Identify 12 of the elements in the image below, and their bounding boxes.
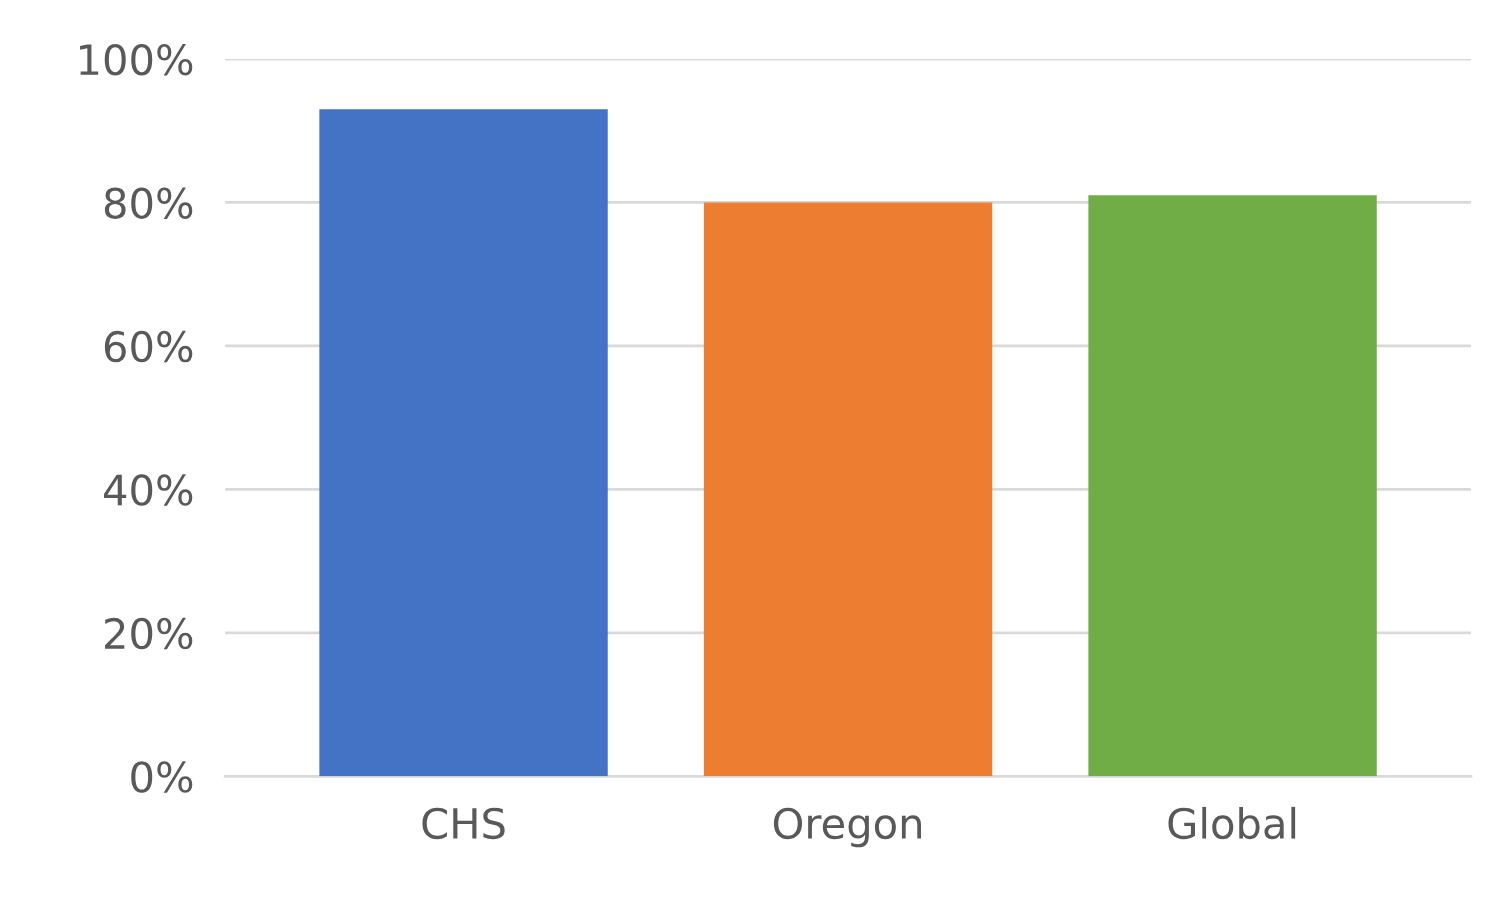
x-tick-label: Oregon xyxy=(773,807,922,848)
bar xyxy=(1088,195,1377,777)
y-tick-label: 100% xyxy=(80,43,193,76)
x-tick-label: Global xyxy=(1168,806,1296,840)
y-tick-label: 20% xyxy=(105,617,193,650)
y-tick-label: 60% xyxy=(104,330,193,363)
y-tick-label: 40% xyxy=(104,474,193,506)
bar xyxy=(703,202,993,777)
y-tick-label: 80% xyxy=(104,187,193,219)
bar xyxy=(319,109,608,777)
y-tick-label: 0% xyxy=(131,761,193,793)
x-tick-label: CHS xyxy=(422,807,505,840)
